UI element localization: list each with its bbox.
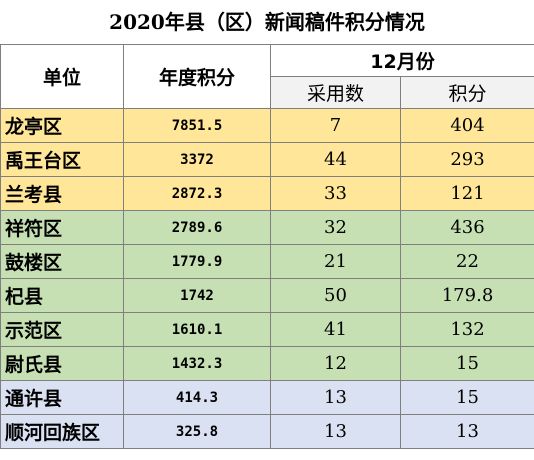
unit-cell: 尉氏县 — [0, 346, 124, 381]
score-table: 单位 年度积分 12月份 采用数 积分 龙亭区 7851.5 7 404 禹王台区 337… — [0, 44, 534, 449]
table-row: 兰考县 2872.3 33 121 — [0, 176, 534, 211]
annual-score-cell: 7851.5 — [123, 108, 271, 143]
table-row: 祥符区 2789.6 32 436 — [0, 210, 534, 245]
annual-score-cell: 1610.1 — [123, 312, 271, 347]
annual-score-cell: 2872.3 — [123, 176, 271, 211]
adopted-count-cell: 7 — [270, 108, 401, 143]
header-annual-score: 年度积分 — [123, 44, 271, 109]
annual-score-cell: 2789.6 — [123, 210, 271, 245]
header-month-points: 积分 — [399, 76, 534, 109]
month-points-cell: 121 — [399, 176, 534, 211]
adopted-count-cell: 44 — [270, 142, 401, 177]
month-points-cell: 22 — [399, 244, 534, 279]
annual-score-cell: 1432.3 — [123, 346, 271, 381]
unit-cell: 兰考县 — [0, 176, 124, 211]
month-points-cell: 13 — [399, 414, 534, 449]
month-points-cell: 15 — [399, 346, 534, 381]
adopted-count-cell: 32 — [270, 210, 401, 245]
table-title: 2020年县（区）新闻稿件积分情况 — [109, 10, 425, 34]
unit-cell: 顺河回族区 — [0, 414, 124, 449]
unit-cell: 示范区 — [0, 312, 124, 347]
month-points-cell: 179.8 — [399, 278, 534, 313]
header-month-group: 12月份 — [269, 44, 534, 77]
unit-cell: 杞县 — [0, 278, 124, 313]
month-points-cell: 293 — [399, 142, 534, 177]
adopted-count-cell: 50 — [270, 278, 401, 313]
table-row: 尉氏县 1432.3 12 15 — [0, 346, 534, 381]
adopted-count-cell: 12 — [270, 346, 401, 381]
adopted-count-cell: 13 — [270, 414, 401, 449]
annual-score-cell: 1742 — [123, 278, 271, 313]
annual-score-cell: 325.8 — [123, 414, 271, 449]
table-row: 龙亭区 7851.5 7 404 — [0, 108, 534, 143]
adopted-count-cell: 21 — [270, 244, 401, 279]
unit-cell: 龙亭区 — [0, 108, 124, 143]
table-row: 示范区 1610.1 41 132 — [0, 312, 534, 347]
table-row: 鼓楼区 1779.9 21 22 — [0, 244, 534, 279]
unit-cell: 通许县 — [0, 380, 124, 415]
annual-score-cell: 3372 — [123, 142, 271, 177]
table-row: 杞县 1742 50 179.8 — [0, 278, 534, 313]
header-adopted-count: 采用数 — [270, 76, 401, 109]
month-points-cell: 404 — [399, 108, 534, 143]
header-unit: 单位 — [0, 44, 124, 109]
table-body: 龙亭区 7851.5 7 404 禹王台区 3372 44 293 兰考县 2872.3 33 121… — [0, 108, 534, 449]
annual-score-cell: 414.3 — [123, 380, 271, 415]
table-row: 顺河回族区 325.8 13 13 — [0, 414, 534, 449]
adopted-count-cell: 41 — [270, 312, 401, 347]
unit-cell: 鼓楼区 — [0, 244, 124, 279]
unit-cell: 祥符区 — [0, 210, 124, 245]
table-row: 通许县 414.3 13 15 — [0, 380, 534, 415]
adopted-count-cell: 33 — [270, 176, 401, 211]
adopted-count-cell: 13 — [270, 380, 401, 415]
annual-score-cell: 1779.9 — [123, 244, 271, 279]
month-points-cell: 132 — [399, 312, 534, 347]
table-row: 禹王台区 3372 44 293 — [0, 142, 534, 177]
unit-cell: 禹王台区 — [0, 142, 124, 177]
month-points-cell: 436 — [399, 210, 534, 245]
month-points-cell: 15 — [399, 380, 534, 415]
